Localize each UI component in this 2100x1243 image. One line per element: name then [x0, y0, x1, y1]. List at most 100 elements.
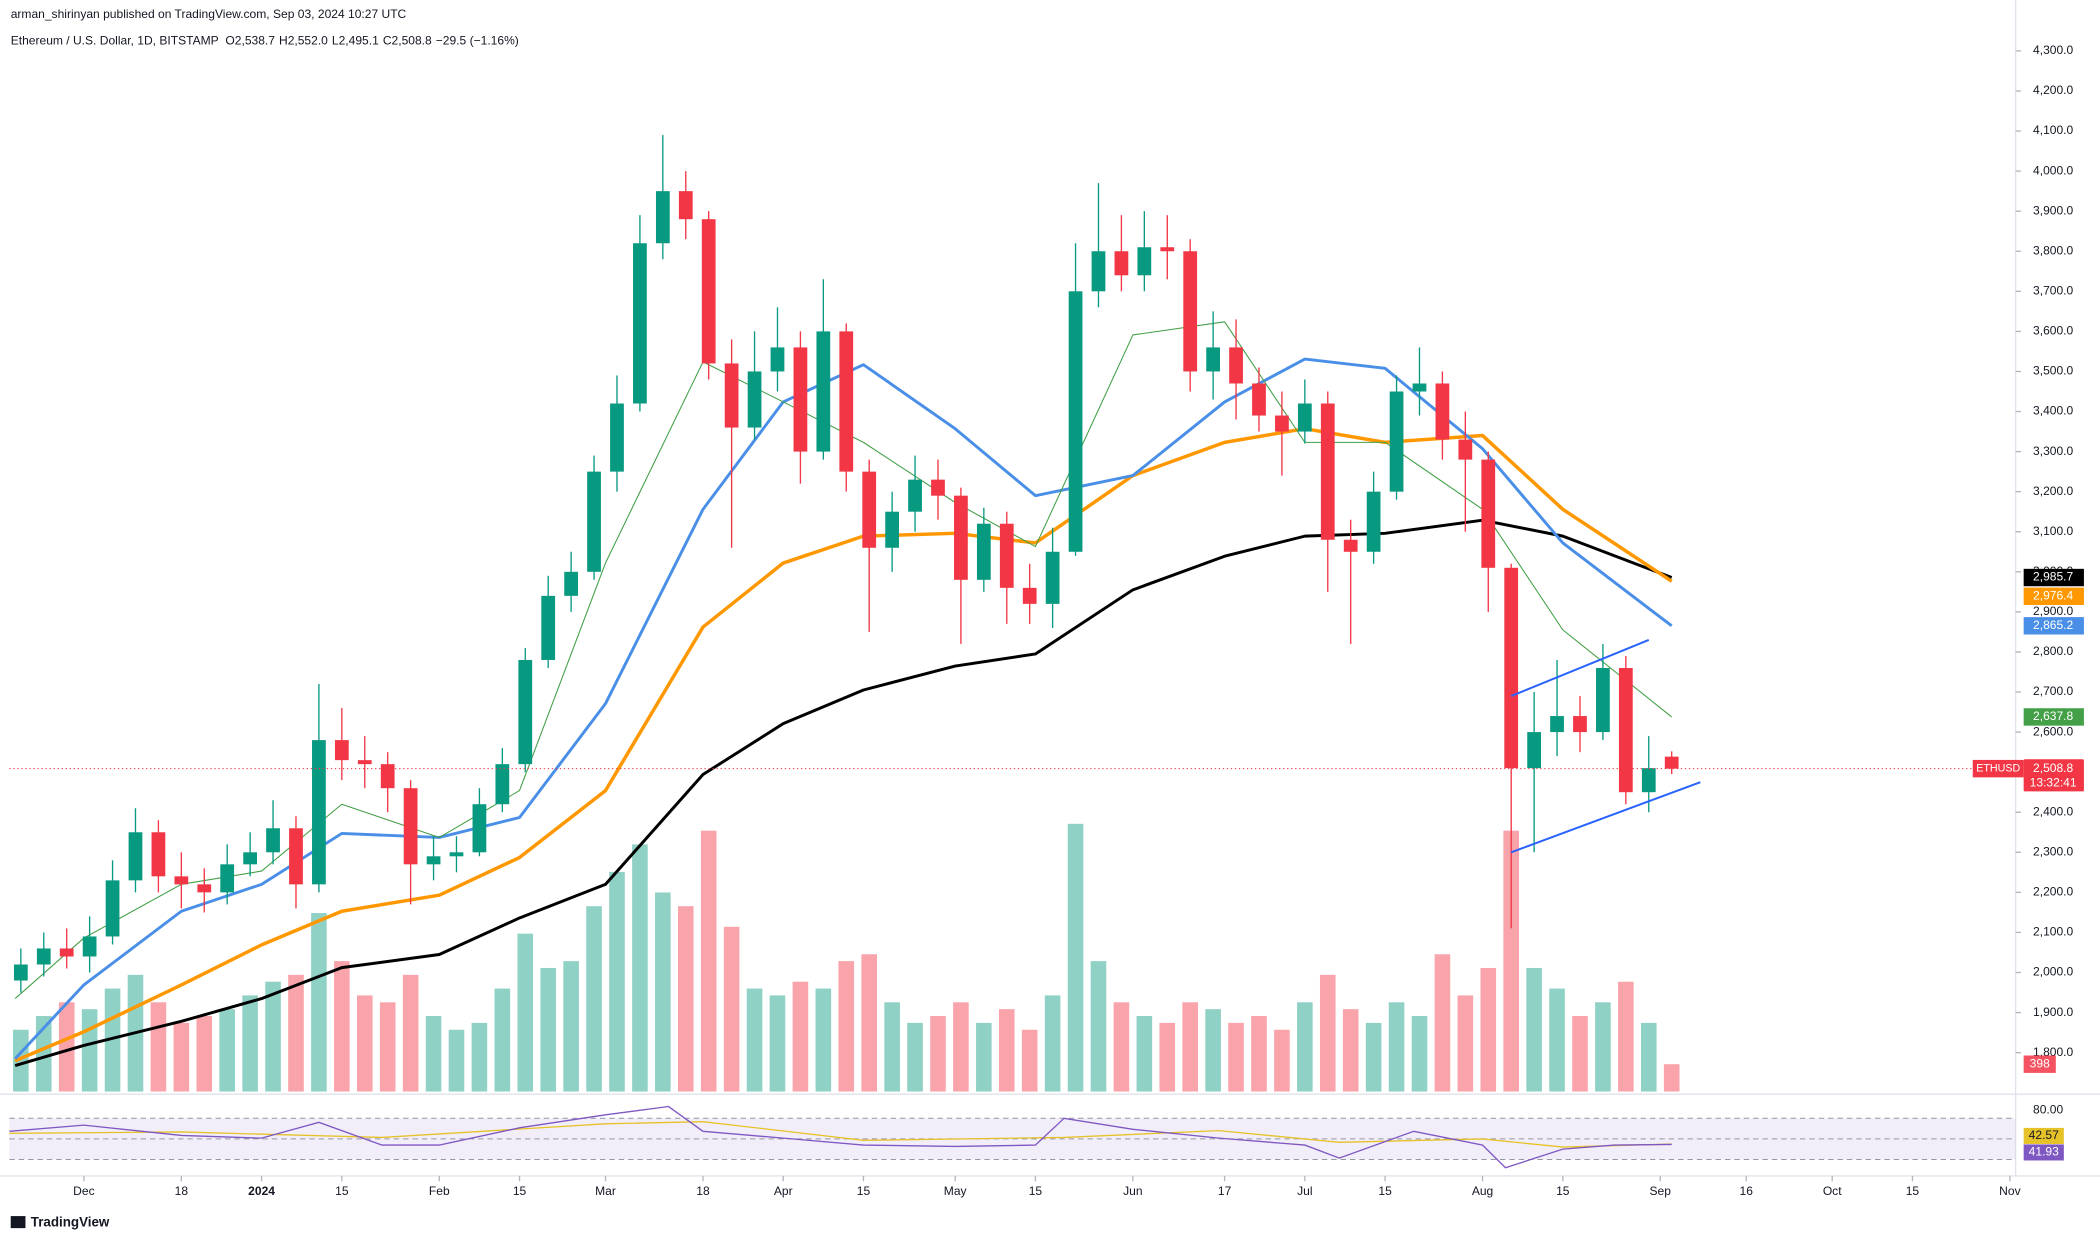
candle-body: [518, 659, 533, 765]
candle-body: [1206, 347, 1221, 372]
candle-body: [357, 760, 372, 765]
candle-body: [1618, 667, 1633, 793]
x-tick-label: Mar: [595, 1184, 616, 1198]
candle-body: [587, 471, 601, 572]
volume-bar: [1319, 974, 1336, 1092]
y-tick-label: 2,400.0: [2033, 804, 2073, 818]
rsi-signal-tag-label: 42.57: [2029, 1128, 2059, 1142]
x-tick-label: 15: [513, 1184, 527, 1198]
x-tick-label: May: [944, 1184, 967, 1198]
volume-tag-label: 398: [2030, 1056, 2050, 1070]
candle-body: [243, 852, 258, 865]
x-tick-label: 15: [335, 1184, 349, 1198]
brand: TradingView: [10, 1214, 110, 1229]
ohlc-key: C: [383, 34, 392, 48]
y-tick-label: 4,100.0: [2033, 123, 2073, 137]
y-tick-label: 2,200.0: [2033, 885, 2073, 899]
candle-body: [770, 347, 785, 372]
ohlc-key: L: [332, 34, 339, 48]
ohlc-value: 2,538.7: [235, 34, 275, 48]
y-tick-label: 3,600.0: [2033, 324, 2073, 338]
volume-bar: [356, 995, 373, 1092]
y-tick-label: 2,700.0: [2033, 684, 2073, 698]
candle-body: [678, 191, 693, 220]
candle-body: [1481, 459, 1496, 568]
volume-bar: [379, 1002, 396, 1092]
candle-body: [1091, 251, 1106, 292]
volume-bar: [81, 1009, 98, 1092]
volume-bar: [1663, 1064, 1680, 1092]
volume-bar: [448, 1029, 465, 1092]
volume-bar: [884, 1002, 900, 1092]
volume-bar: [792, 981, 809, 1092]
volume-bar: [1136, 1016, 1153, 1092]
price-change: −29.5 (−1.16%): [436, 34, 519, 48]
candle-body: [655, 191, 670, 244]
volume-bar: [677, 906, 694, 1092]
y-tick-label: 1,900.0: [2033, 1005, 2073, 1019]
candle-body: [151, 832, 166, 877]
volume-bar: [1480, 967, 1497, 1092]
candle-body: [1550, 716, 1564, 733]
y-tick-label: 4,300.0: [2033, 43, 2073, 57]
candle-body: [334, 740, 349, 761]
volume-bar: [1067, 823, 1084, 1092]
x-tick-label: Dec: [73, 1184, 94, 1198]
candle-body: [1229, 347, 1243, 384]
volume-bar: [1342, 1009, 1359, 1092]
ma-tag-label: 2,865.2: [2033, 618, 2073, 632]
candle-body: [564, 571, 579, 596]
volume-bar: [494, 988, 511, 1092]
candle-body: [862, 471, 877, 548]
candle-body: [289, 828, 303, 885]
volume-bar: [1595, 1002, 1611, 1092]
candle-body: [128, 832, 143, 881]
candle-body: [1412, 383, 1427, 392]
candle-body: [931, 479, 945, 496]
candle-body: [495, 764, 510, 805]
candle-body: [1045, 551, 1060, 604]
candle-body: [1252, 383, 1266, 416]
candle-body: [426, 856, 441, 865]
price-tag-countdown: 13:32:41: [2030, 776, 2077, 790]
x-tick-label: 16: [1740, 1184, 1754, 1198]
candle-body: [36, 948, 51, 965]
candle-body: [1366, 491, 1381, 552]
candle-body: [1022, 587, 1037, 604]
y-tick-label: 3,100.0: [2033, 524, 2073, 538]
volume-bar: [265, 981, 281, 1092]
x-tick-label: Oct: [1823, 1184, 1842, 1198]
volume-bar: [1251, 1016, 1267, 1092]
candle-body: [954, 495, 968, 580]
ohlc-value: 2,495.1: [339, 34, 379, 48]
y-tick-label: 3,500.0: [2033, 364, 2073, 378]
candle-body: [1297, 403, 1312, 432]
ma-tag-label: 2,985.7: [2033, 570, 2073, 584]
volume-bar: [288, 974, 304, 1092]
volume-bar: [1457, 995, 1474, 1092]
y-tick-label: 3,200.0: [2033, 484, 2073, 498]
volume-bar: [471, 1022, 488, 1092]
x-tick-label: 17: [1218, 1184, 1232, 1198]
candle-body: [220, 864, 235, 893]
volume-bar: [815, 988, 832, 1092]
volume-bar: [838, 961, 855, 1092]
volume-bar: [769, 995, 786, 1092]
volume-bar: [632, 844, 648, 1092]
volume-bar: [242, 995, 258, 1092]
volume-bar: [402, 974, 419, 1092]
candle-body: [1389, 391, 1404, 492]
candle-body: [1573, 716, 1587, 733]
symbol-tag: [1972, 759, 2024, 778]
ma-tag: [2023, 587, 2084, 605]
candle-body: [999, 523, 1014, 588]
x-tick-label: 15: [1378, 1184, 1392, 1198]
volume-bar: [1113, 1002, 1130, 1092]
y-tick-label: 4,200.0: [2033, 83, 2073, 97]
brand-logo: [10, 1216, 26, 1229]
volume-bar: [907, 1022, 923, 1092]
volume-bar: [35, 1016, 52, 1092]
x-tick-label: Nov: [1999, 1184, 2020, 1198]
volume-bar: [655, 892, 671, 1092]
volume-bar: [1159, 1022, 1176, 1092]
